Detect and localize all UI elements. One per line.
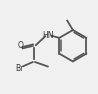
Text: O: O (17, 41, 23, 50)
Text: Br: Br (15, 64, 24, 73)
Text: HN: HN (43, 31, 54, 40)
